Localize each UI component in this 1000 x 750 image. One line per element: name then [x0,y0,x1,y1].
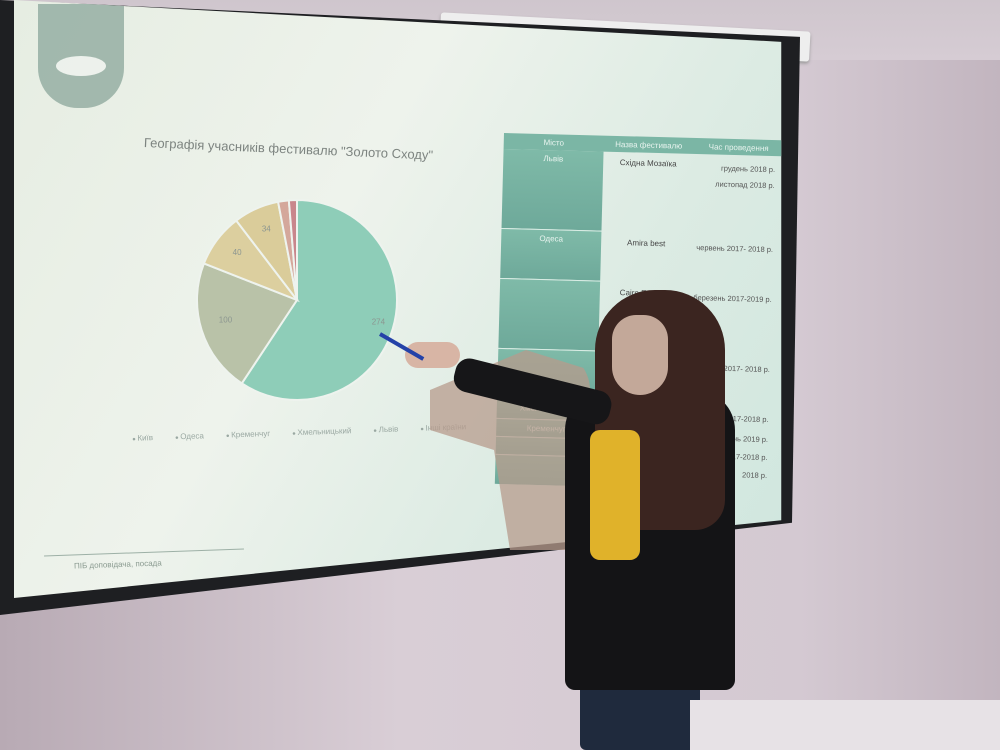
chart-legend: КиївОдесаКременчугХмельницькийЛьвівІнші … [132,422,466,443]
cell-time: грудень 2018 р. листопад 2018 р. [691,154,781,236]
cell-city: Львів [501,148,604,232]
coat-of-arms-logo [38,4,124,108]
baseboard [690,700,1000,750]
header-city: Місто [543,137,565,148]
pie-chart: 274 100 40 34 [196,198,398,401]
slide-title: Географія учасників фестивалю "Золото Сх… [143,135,434,163]
cell-time: червень 2017- 2018 р. [690,234,781,286]
pie-data-label: 100 [219,316,233,325]
pie-data-label: 40 [233,248,242,257]
header-time: Час проведення [708,141,769,153]
pie-data-label: 34 [262,225,271,234]
legend-item: Львів [373,425,398,435]
legend-item: Кременчуг [226,429,270,440]
cell-city: Одеса [500,228,602,282]
presenter-shirt [590,430,640,560]
footer-divider [44,548,244,557]
legend-item: Одеса [175,431,204,441]
table-row: Львів Східна Мозаїка грудень 2018 р. листоп… [501,148,781,236]
cell-festival: Amira best [626,238,666,249]
pie-data-label: 274 [372,318,386,327]
header-festival: Назва фестивалю [615,139,683,151]
table-row: Одеса Amira best червень 2017- 2018 р. [500,228,781,286]
pie-slice-5 [287,198,298,301]
time-entry: листопад 2018 р. [715,179,775,191]
pie-slice-1 [196,262,299,385]
presenter-face [612,315,668,395]
time-entry: червень 2017- 2018 р. [696,243,774,255]
legend-item: Хмельницький [292,426,351,437]
cell-festival: Східна Мозаїка [619,158,677,169]
slide-footer: ПІБ доповідача, посада [73,558,162,571]
cell-city [498,278,601,352]
legend-item: Київ [132,433,153,443]
pie-slice-0 [240,198,398,401]
